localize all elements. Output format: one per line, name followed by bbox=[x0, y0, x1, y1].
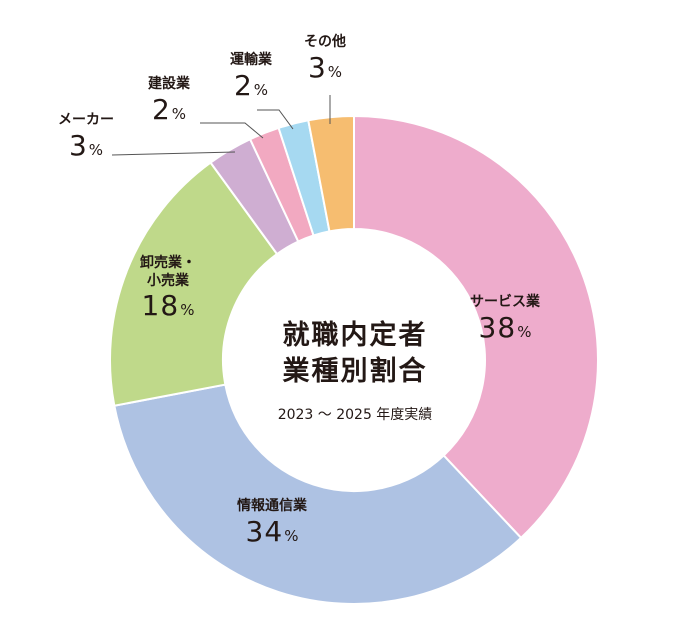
label-it-name: 情報通信業 bbox=[237, 498, 307, 514]
leader-line-maker bbox=[111, 151, 236, 156]
chart-title-line-2: 業種別割合 bbox=[282, 356, 428, 387]
leader-line-transport bbox=[257, 109, 294, 130]
label-transport-value: 2 bbox=[233, 68, 253, 102]
donut-slices bbox=[109, 114, 599, 605]
leader-line-construction bbox=[200, 122, 264, 139]
label-wholesale-retail: 卸売業・ 小売業 18% bbox=[140, 255, 196, 320]
slice-other bbox=[307, 114, 355, 233]
label-wholesale-retail-value: 18 bbox=[141, 289, 180, 322]
chart-title-line-1: 就職内定者 bbox=[282, 320, 428, 351]
label-transport-name: 運輸業 bbox=[230, 52, 272, 68]
label-maker-name: メーカー bbox=[58, 112, 114, 128]
label-it-value: 34 bbox=[245, 514, 284, 548]
label-transport-unit: % bbox=[253, 80, 269, 99]
label-maker-unit: % bbox=[88, 140, 104, 159]
slice-it bbox=[113, 383, 523, 605]
label-transport: 運輸業 2% bbox=[230, 52, 272, 100]
label-construction-name: 建設業 bbox=[148, 76, 190, 92]
label-wholesale-retail-unit: % bbox=[180, 301, 195, 319]
label-other-unit: % bbox=[327, 62, 343, 81]
label-it-unit: % bbox=[284, 526, 299, 545]
label-other: その他 3% bbox=[304, 34, 346, 82]
label-service-unit: % bbox=[517, 322, 532, 341]
label-it: 情報通信業 34% bbox=[237, 498, 307, 546]
slice-service bbox=[353, 114, 599, 540]
label-service-value: 38 bbox=[478, 310, 517, 344]
label-construction-unit: % bbox=[171, 104, 187, 123]
label-maker: メーカー 3% bbox=[58, 112, 114, 160]
label-service-name: サービス業 bbox=[470, 294, 540, 310]
slice-wholesale-retail bbox=[109, 161, 279, 407]
label-other-value: 3 bbox=[307, 50, 327, 84]
label-maker-value: 3 bbox=[68, 128, 88, 162]
label-other-name: その他 bbox=[304, 34, 346, 50]
leader-lines bbox=[111, 95, 331, 156]
label-service: サービス業 38% bbox=[470, 294, 540, 342]
label-construction: 建設業 2% bbox=[148, 76, 190, 124]
chart-subtitle: 2023 ～ 2025 年度実績 bbox=[277, 407, 433, 423]
label-construction-value: 2 bbox=[151, 92, 171, 126]
label-wholesale-retail-name-1: 卸売業・ bbox=[140, 255, 196, 271]
label-wholesale-retail-name-2: 小売業 bbox=[147, 272, 189, 289]
